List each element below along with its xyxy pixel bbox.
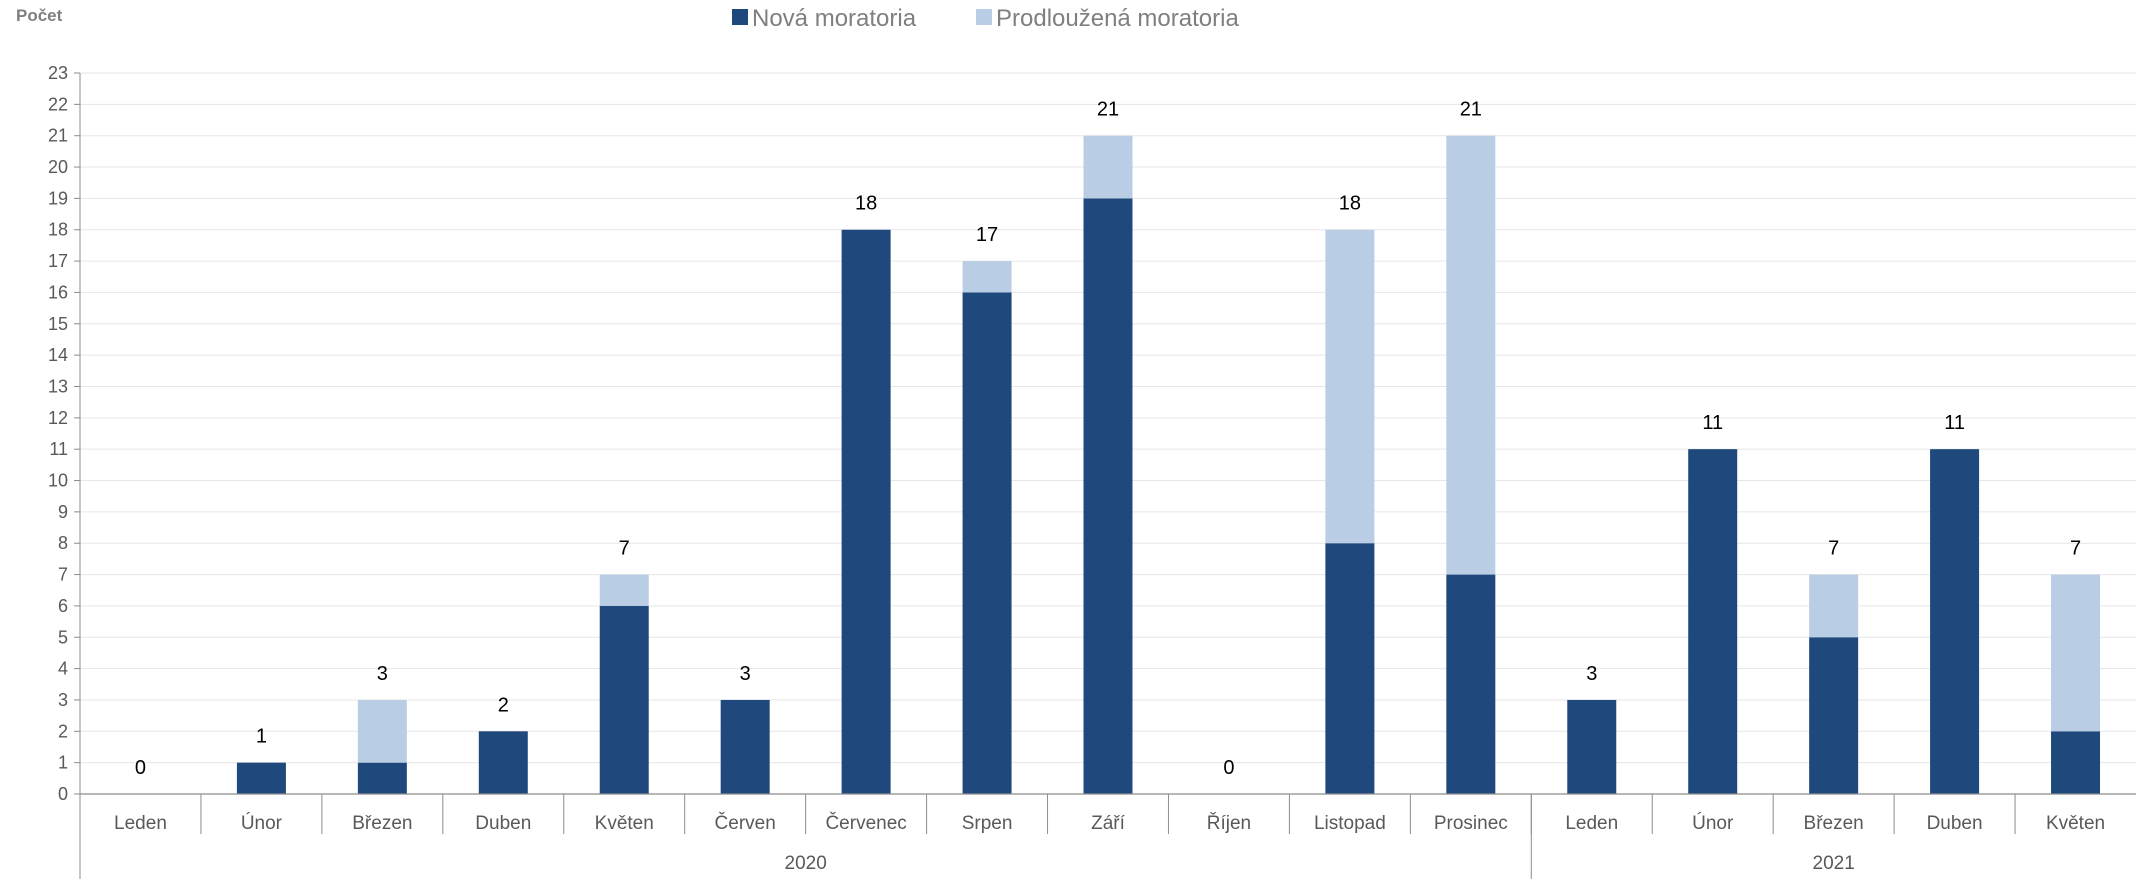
legend-swatch-new <box>732 9 748 25</box>
x-axis: Leden Únor Březen Duben Květen Červen Červenec… <box>79 793 2136 879</box>
bar-extended <box>1325 229 1375 544</box>
data-label-total: 1 <box>256 726 267 748</box>
legend-swatch-extended <box>976 9 992 25</box>
legend-label-extended: Prodloužená moratoria <box>996 5 1239 32</box>
x-category-label: Listopad <box>1314 813 1386 834</box>
bar-new <box>2051 731 2101 794</box>
bar-extended <box>962 261 1012 293</box>
y-tick-label: 10 <box>48 471 68 491</box>
x-category-label: Červen <box>715 812 776 834</box>
y-tick-label: 17 <box>48 251 68 271</box>
data-label-total: 11 <box>1702 412 1723 434</box>
bar-extended <box>2051 574 2101 732</box>
x-category-label: Duben <box>475 813 531 834</box>
data-label-total: 3 <box>740 663 751 685</box>
y-tick-label: 7 <box>58 565 68 585</box>
y-tick-label: 5 <box>58 627 68 647</box>
x-group-label: 2021 <box>1813 853 1855 874</box>
x-category-label: Prosinec <box>1434 813 1508 834</box>
data-label-total: 2 <box>498 694 509 716</box>
data-labels: 0 1 3 2 7 3 18 17 21 0 18 21 3 11 7 11 7 <box>135 99 2081 779</box>
y-tick-label: 14 <box>48 345 68 365</box>
y-tick-label: 4 <box>58 659 68 679</box>
x-category-label: Srpen <box>962 813 1013 834</box>
y-tick-label: 15 <box>48 314 68 334</box>
data-label-total: 11 <box>1944 412 1965 434</box>
data-label-total: 7 <box>2070 538 2081 560</box>
y-tick-label: 18 <box>48 220 68 240</box>
y-tick-label: 19 <box>48 188 68 208</box>
bar-new <box>1930 449 1980 794</box>
data-label-total: 7 <box>619 538 630 560</box>
y-tick-label: 13 <box>48 376 68 396</box>
bar-new <box>1809 637 1859 794</box>
bar-new <box>1567 699 1617 794</box>
bar-new <box>236 762 286 794</box>
y-tick-label: 6 <box>58 596 68 616</box>
y-tick-label: 23 <box>48 63 68 83</box>
y-tick-label: 20 <box>48 157 68 177</box>
legend: Nová moratoria Prodloužená moratoria <box>732 5 1239 32</box>
data-label-total: 0 <box>135 757 146 779</box>
x-category-label: Červenec <box>825 812 906 834</box>
bar-new <box>1083 198 1133 795</box>
data-label-total: 21 <box>1460 99 1482 121</box>
data-label-total: 0 <box>1223 757 1234 779</box>
y-tick-label: 21 <box>48 126 68 146</box>
bar-extended <box>357 699 407 763</box>
y-tick-label: 16 <box>48 282 68 302</box>
x-category-label: Leden <box>114 813 167 834</box>
y-tick-label: 3 <box>58 690 68 710</box>
x-category-label: Březen <box>1804 813 1864 834</box>
bar-new <box>1446 574 1496 794</box>
y-tick-label: 0 <box>58 784 68 804</box>
bar-extended <box>599 574 649 606</box>
x-category-label: Březen <box>352 813 412 834</box>
y-tick-label: 12 <box>48 408 68 428</box>
x-category-label: Září <box>1091 813 1126 834</box>
bar-new <box>357 762 407 794</box>
y-axis-title: Počet <box>16 6 63 25</box>
bar-extended <box>1083 135 1133 199</box>
x-category-label: Květen <box>2046 813 2105 834</box>
data-label-total: 18 <box>855 193 877 215</box>
bar-extended <box>1809 574 1859 638</box>
x-category-label: Leden <box>1565 813 1618 834</box>
bar-new <box>1688 449 1738 794</box>
bar-new <box>1325 543 1375 794</box>
y-tick-label: 8 <box>58 533 68 553</box>
x-group-label: 2020 <box>785 853 827 874</box>
bar-extended <box>1446 135 1496 575</box>
x-category-label: Duben <box>1927 813 1983 834</box>
x-category-label: Únor <box>241 812 283 834</box>
x-category-label: Únor <box>1692 812 1734 834</box>
y-tick-label: 9 <box>58 502 68 522</box>
bar-new <box>720 699 770 794</box>
data-label-total: 18 <box>1339 193 1361 215</box>
x-category-label: Říjen <box>1207 812 1251 834</box>
bar-new <box>478 731 528 794</box>
y-tick-label: 2 <box>58 721 68 741</box>
data-label-total: 17 <box>976 224 998 246</box>
bars <box>236 135 2101 795</box>
data-label-total: 7 <box>1828 538 1839 560</box>
y-tick-label: 1 <box>58 753 68 773</box>
x-category-label: Květen <box>595 813 654 834</box>
data-label-total: 21 <box>1097 99 1119 121</box>
bar-new <box>599 605 649 794</box>
data-label-total: 3 <box>1586 663 1597 685</box>
legend-label-new: Nová moratoria <box>752 5 917 32</box>
bar-new <box>962 292 1012 794</box>
bar-new <box>841 229 891 794</box>
y-tick-label: 11 <box>49 439 68 459</box>
y-tick-label: 22 <box>48 94 68 114</box>
data-label-total: 3 <box>377 663 388 685</box>
